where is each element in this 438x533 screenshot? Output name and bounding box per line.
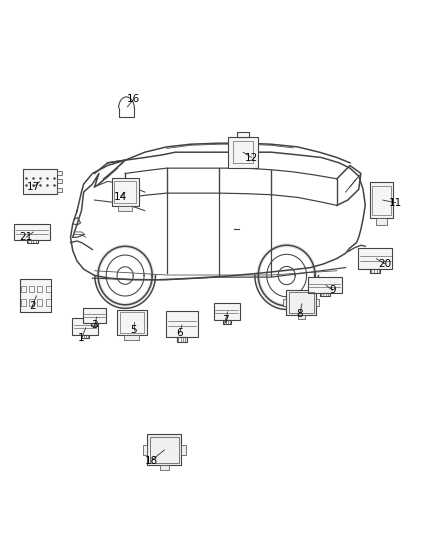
Text: 7: 7 <box>222 314 229 325</box>
Bar <box>20 279 51 312</box>
Bar <box>358 248 392 269</box>
Bar <box>143 445 148 455</box>
Bar <box>286 290 316 316</box>
Bar <box>118 206 132 211</box>
Bar <box>57 180 62 183</box>
Bar <box>316 299 319 306</box>
Bar <box>46 286 51 293</box>
Bar <box>181 445 186 455</box>
Bar <box>307 277 342 293</box>
Text: 12: 12 <box>245 152 258 163</box>
Bar <box>320 293 330 296</box>
Bar <box>37 299 42 305</box>
Bar <box>114 181 136 203</box>
Bar <box>160 465 169 470</box>
Text: 1: 1 <box>78 333 85 343</box>
Text: 16: 16 <box>127 94 141 104</box>
Bar <box>120 312 144 333</box>
Text: 9: 9 <box>329 286 336 295</box>
Bar <box>177 337 187 342</box>
Bar <box>29 299 34 305</box>
Bar <box>297 316 305 319</box>
Text: 18: 18 <box>145 456 158 465</box>
Bar <box>124 335 139 340</box>
Bar <box>21 299 25 305</box>
Bar <box>37 286 42 293</box>
Bar <box>21 286 25 293</box>
Bar <box>81 335 89 338</box>
Bar <box>112 178 139 206</box>
Bar <box>57 188 62 191</box>
Text: 17: 17 <box>27 182 40 192</box>
Bar <box>370 269 381 273</box>
Text: 3: 3 <box>91 320 98 330</box>
Text: 20: 20 <box>378 259 392 269</box>
Bar <box>91 323 98 326</box>
Bar <box>117 310 147 335</box>
Bar <box>14 224 50 240</box>
Bar <box>150 437 179 463</box>
Text: 14: 14 <box>114 192 127 203</box>
Bar <box>148 434 181 465</box>
Bar <box>233 141 254 163</box>
Text: 2: 2 <box>29 301 35 311</box>
Bar <box>237 132 249 137</box>
Bar <box>289 292 314 313</box>
Bar <box>83 308 106 323</box>
Text: 11: 11 <box>389 198 403 208</box>
Bar <box>27 240 38 243</box>
Bar <box>228 137 258 167</box>
Text: 6: 6 <box>177 328 183 338</box>
Bar <box>46 299 51 305</box>
Text: 21: 21 <box>19 232 33 243</box>
Bar <box>376 218 387 224</box>
Bar <box>223 320 231 324</box>
Bar <box>23 169 57 193</box>
Text: 8: 8 <box>297 309 303 319</box>
Bar <box>283 299 286 306</box>
Bar <box>72 318 98 335</box>
Bar <box>166 311 198 337</box>
Bar <box>29 286 34 293</box>
Bar <box>370 182 393 218</box>
Bar <box>57 171 62 175</box>
Bar <box>372 185 391 214</box>
Text: 5: 5 <box>131 325 137 335</box>
Bar <box>214 303 240 320</box>
